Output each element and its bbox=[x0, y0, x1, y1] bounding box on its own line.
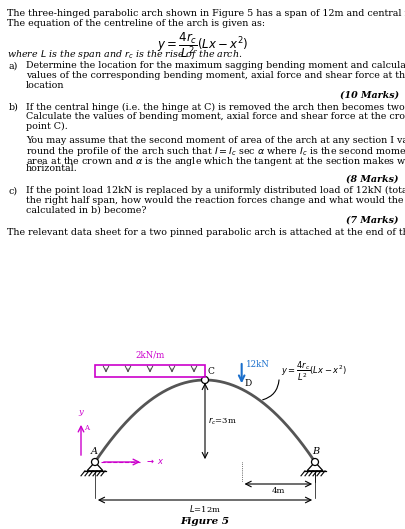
Text: where $L$ is the span and $r_c$ is the rise of the arch.: where $L$ is the span and $r_c$ is the r… bbox=[7, 48, 242, 61]
Text: y: y bbox=[79, 408, 83, 416]
Text: 12kN: 12kN bbox=[245, 360, 269, 369]
Text: The three-hinged parabolic arch shown in Figure 5 has a span of 12m and central : The three-hinged parabolic arch shown in… bbox=[7, 9, 405, 18]
Text: If the point load 12kN is replaced by a uniformly distributed load of 12kN (tota: If the point load 12kN is replaced by a … bbox=[26, 186, 405, 195]
Text: values of the corresponding bending moment, axial force and shear force at that: values of the corresponding bending mome… bbox=[26, 71, 405, 80]
Text: $L$=12m: $L$=12m bbox=[188, 503, 220, 514]
Text: C: C bbox=[207, 367, 214, 376]
Text: point C).: point C). bbox=[26, 122, 68, 131]
Text: b): b) bbox=[9, 103, 19, 112]
Text: 4m: 4m bbox=[271, 487, 284, 495]
Text: B: B bbox=[312, 447, 319, 456]
Text: Determine the location for the maximum sagging bending moment and calculate the: Determine the location for the maximum s… bbox=[26, 61, 405, 70]
Text: the right half span, how would the reaction forces change and what would the val: the right half span, how would the react… bbox=[26, 196, 405, 205]
Text: Calculate the values of bending moment, axial force and shear force at the crown: Calculate the values of bending moment, … bbox=[26, 112, 405, 121]
Circle shape bbox=[91, 459, 98, 466]
Bar bbox=[95, 365, 205, 377]
Text: location: location bbox=[26, 80, 64, 89]
Text: c): c) bbox=[9, 186, 18, 195]
Circle shape bbox=[311, 459, 318, 466]
Text: (8 Marks): (8 Marks) bbox=[345, 175, 398, 184]
Text: (7 Marks): (7 Marks) bbox=[345, 216, 398, 225]
Text: You may assume that the second moment of area of the arch at any section I varie: You may assume that the second moment of… bbox=[26, 136, 405, 145]
Text: A: A bbox=[84, 424, 89, 432]
Text: a): a) bbox=[9, 61, 18, 70]
Text: The equation of the centreline of the arch is given as:: The equation of the centreline of the ar… bbox=[7, 19, 264, 28]
Text: (10 Marks): (10 Marks) bbox=[339, 91, 398, 100]
Text: area at the crown and $\alpha$ is the angle which the tangent at the section mak: area at the crown and $\alpha$ is the an… bbox=[26, 155, 405, 168]
Text: $y = \dfrac{4r_c}{L^2}(Lx - x^2)$: $y = \dfrac{4r_c}{L^2}(Lx - x^2)$ bbox=[157, 30, 248, 60]
Text: $\mathbf{\rightarrow}$ $x$: $\mathbf{\rightarrow}$ $x$ bbox=[145, 457, 164, 466]
Text: Figure 5: Figure 5 bbox=[180, 517, 229, 526]
Text: $y = \dfrac{4r_c}{L^2}(Lx - x^2)$: $y = \dfrac{4r_c}{L^2}(Lx - x^2)$ bbox=[281, 359, 346, 383]
Text: 2kN/m: 2kN/m bbox=[135, 351, 164, 360]
Text: D: D bbox=[244, 379, 251, 388]
Text: If the central hinge (i.e. the hinge at C) is removed the arch then becomes two-: If the central hinge (i.e. the hinge at … bbox=[26, 103, 405, 112]
Text: The relevant data sheet for a two pinned parabolic arch is attached at the end o: The relevant data sheet for a two pinned… bbox=[7, 228, 405, 237]
Text: calculated in b) become?: calculated in b) become? bbox=[26, 205, 146, 214]
Text: round the profile of the arch such that $I = I_c$ sec $\alpha$ where $I_c$ is th: round the profile of the arch such that … bbox=[26, 145, 405, 158]
Text: A: A bbox=[90, 447, 97, 456]
Text: horizontal.: horizontal. bbox=[26, 164, 78, 174]
Circle shape bbox=[201, 377, 208, 384]
Text: $r_c$=3m: $r_c$=3m bbox=[207, 415, 237, 427]
